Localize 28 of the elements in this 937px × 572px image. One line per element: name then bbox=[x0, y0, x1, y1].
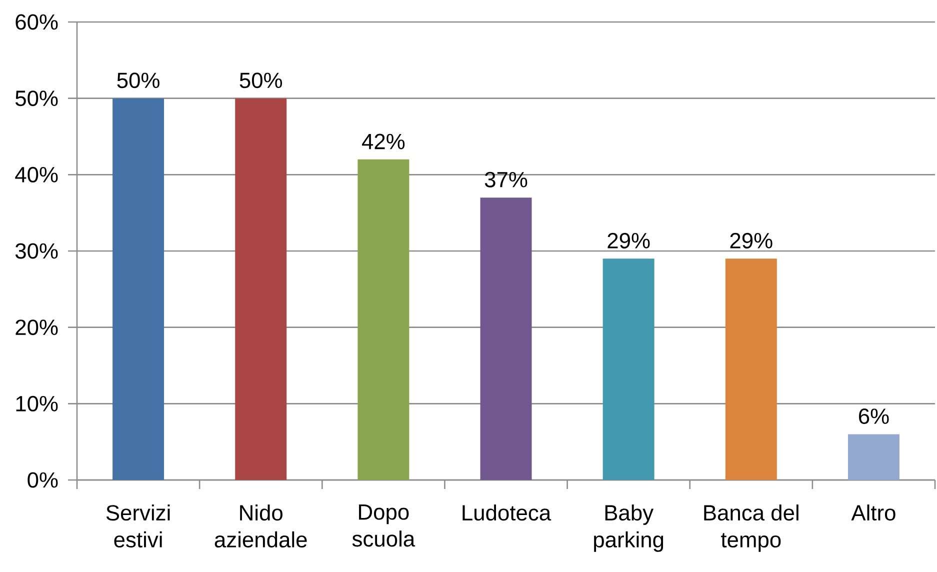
data-label: 50% bbox=[240, 72, 282, 88]
y-tick-label: 60% bbox=[16, 14, 58, 30]
bar bbox=[725, 258, 777, 480]
bar bbox=[602, 258, 654, 480]
y-tick-label: 10% bbox=[16, 396, 58, 412]
y-tick-label: 40% bbox=[15, 166, 58, 182]
y-tick-label: 20% bbox=[16, 320, 58, 336]
bar bbox=[358, 159, 410, 480]
data-label: 37% bbox=[484, 172, 528, 188]
bar bbox=[848, 434, 900, 480]
x-tick-label: Nido aziendale bbox=[214, 504, 307, 548]
x-tick-label: Ludoteca bbox=[462, 504, 552, 521]
data-label: 42% bbox=[362, 134, 405, 150]
x-tick-label: Altro bbox=[851, 504, 896, 521]
x-tick-label: Baby parking bbox=[594, 504, 664, 552]
data-label: 50% bbox=[117, 72, 160, 88]
bar bbox=[480, 198, 532, 480]
x-tick-label: Servizi estivi bbox=[106, 504, 170, 548]
bar bbox=[235, 98, 287, 480]
data-label: 29% bbox=[730, 232, 772, 248]
data-label: 6% bbox=[858, 408, 889, 424]
y-tick-label: 0% bbox=[28, 472, 58, 488]
bar bbox=[112, 98, 164, 480]
y-tick-label: 30% bbox=[15, 243, 58, 259]
data-label: 29% bbox=[608, 232, 650, 248]
x-tick-label: Banca del tempo bbox=[704, 504, 798, 552]
x-tick-label: Dopo scuola bbox=[352, 504, 416, 547]
y-tick-label: 50% bbox=[16, 90, 58, 106]
